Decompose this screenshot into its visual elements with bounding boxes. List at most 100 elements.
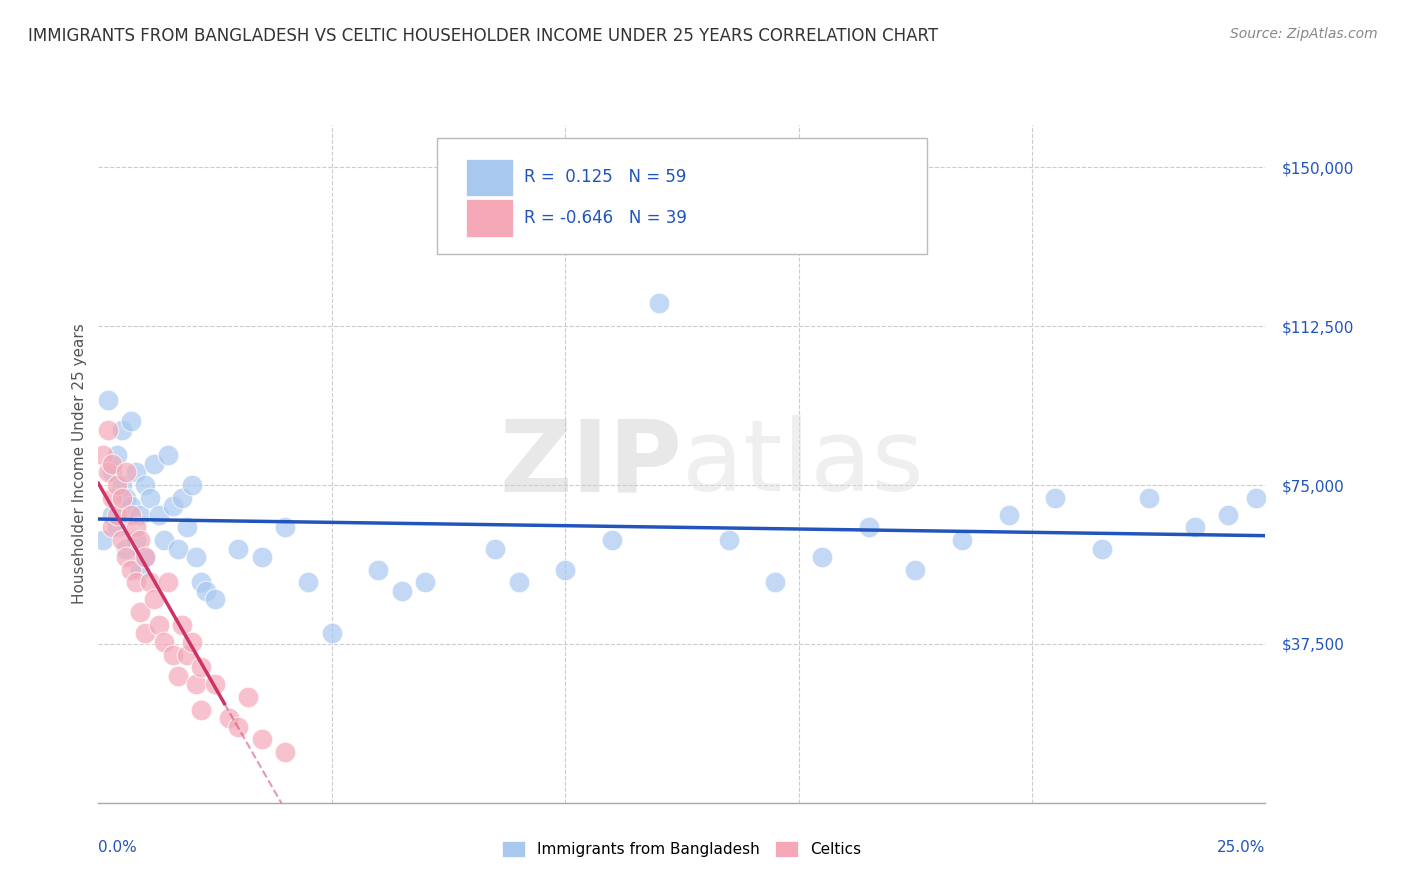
Point [190,703,212,717]
Point [125,466,148,480]
Point [413,575,436,590]
Point [91,448,114,462]
FancyBboxPatch shape [437,138,927,253]
Text: Source: ZipAtlas.com: Source: ZipAtlas.com [1230,27,1378,41]
Point [236,690,259,704]
Point [120,563,142,577]
Point [508,575,530,590]
Point [101,457,124,471]
Point [125,520,148,534]
Point [176,648,198,662]
Point [950,533,973,547]
Point [647,295,669,310]
Point [176,520,198,534]
Point [152,635,174,649]
Point [157,448,180,462]
Point [101,466,124,480]
Point [484,541,506,556]
Point [321,626,343,640]
Point [101,520,124,534]
Point [134,549,156,565]
Point [274,520,297,534]
Text: 25.0%: 25.0% [1218,840,1265,855]
Point [180,478,202,492]
Point [97,393,120,408]
Text: 0.0%: 0.0% [98,840,138,855]
Point [157,575,180,590]
Point [186,549,208,565]
Point [250,549,273,565]
Point [129,533,152,547]
Point [143,457,166,471]
Point [1216,508,1239,522]
Point [125,575,148,590]
Legend: Immigrants from Bangladesh, Celtics: Immigrants from Bangladesh, Celtics [496,835,868,863]
Point [120,414,142,428]
Point [105,448,128,462]
Point [274,745,297,759]
Point [134,549,156,565]
Point [190,660,212,674]
Point [115,466,138,480]
Text: ZIP: ZIP [499,416,682,512]
Point [105,520,128,534]
Point [139,575,162,590]
Point [129,508,152,522]
Point [204,677,226,691]
Point [1091,541,1114,556]
Bar [465,200,513,236]
Point [391,583,413,598]
Bar [465,159,513,196]
Point [190,575,212,590]
Point [194,583,217,598]
Point [166,541,188,556]
Point [554,563,576,577]
Point [186,677,208,691]
Point [162,500,184,514]
Point [115,491,138,505]
Point [101,508,124,522]
Point [172,617,194,632]
Point [91,533,114,547]
Point [858,520,880,534]
Point [143,592,166,607]
Point [1137,491,1160,505]
Point [115,541,138,556]
Point [97,423,120,437]
Point [228,541,250,556]
Point [717,533,740,547]
Text: R =  0.125   N = 59: R = 0.125 N = 59 [524,168,686,186]
Point [997,508,1019,522]
Point [101,491,124,505]
Point [228,719,250,733]
Point [115,549,138,565]
Point [152,533,174,547]
Point [120,500,142,514]
Point [111,478,134,492]
Point [134,626,156,640]
Point [811,549,834,565]
Point [172,491,194,505]
Point [1244,491,1267,505]
Point [904,563,927,577]
Point [148,508,170,522]
Point [218,711,240,725]
Point [97,466,120,480]
Point [600,533,623,547]
Point [763,575,786,590]
Text: IMMIGRANTS FROM BANGLADESH VS CELTIC HOUSEHOLDER INCOME UNDER 25 YEARS CORRELATI: IMMIGRANTS FROM BANGLADESH VS CELTIC HOU… [28,27,938,45]
Text: R = -0.646   N = 39: R = -0.646 N = 39 [524,209,688,227]
Point [111,533,134,547]
Point [129,563,152,577]
Text: atlas: atlas [682,416,924,512]
Point [134,478,156,492]
Point [180,635,202,649]
Point [105,508,128,522]
Point [1045,491,1067,505]
Point [111,423,134,437]
Point [297,575,319,590]
Point [125,533,148,547]
Point [1184,520,1206,534]
Point [162,648,184,662]
Point [129,605,152,619]
